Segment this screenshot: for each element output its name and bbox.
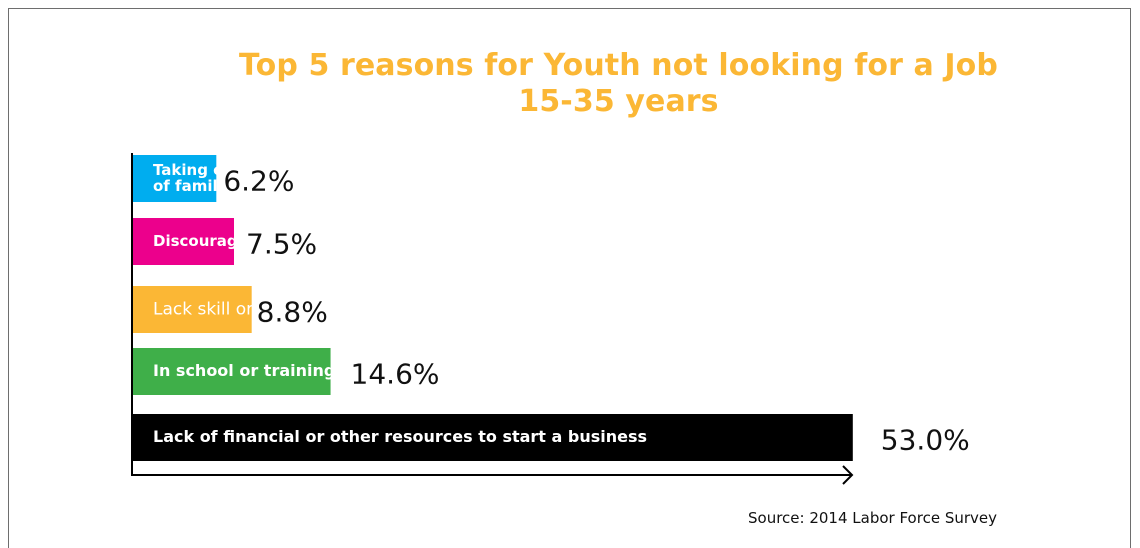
bar-label-5: Lack of financial or other resources to … [153, 427, 647, 446]
value-label-4: 14.6% [351, 358, 440, 391]
bar-5 [132, 414, 853, 461]
axes-layer [131, 153, 854, 485]
chart-title: Top 5 reasons for Youth not looking for … [239, 48, 998, 83]
source-note: Source: 2014 Labor Force Survey [748, 509, 997, 527]
value-label-1: 6.2% [223, 165, 294, 198]
bar-1 [132, 155, 217, 202]
value-label-5: 53.0% [881, 424, 970, 457]
bar-label-2: Discouraged [153, 232, 259, 250]
chart-subtitle: 15-35 years [518, 84, 719, 119]
bar-4 [132, 348, 331, 395]
bar-label-4: In school or training [153, 361, 335, 380]
chart-title-block: Top 5 reasons for Youth not looking for … [0, 48, 1140, 120]
bar-3 [132, 286, 252, 333]
x-axis-arrow-icon [842, 465, 854, 485]
bar-2 [132, 218, 234, 265]
value-label-3: 8.8% [257, 296, 328, 329]
value-label-2: 7.5% [246, 228, 317, 261]
chart-frame [8, 8, 1131, 548]
bar-label-3: Lack skill or experience [153, 299, 353, 319]
bar-label-1: Taking care of family [153, 161, 250, 195]
